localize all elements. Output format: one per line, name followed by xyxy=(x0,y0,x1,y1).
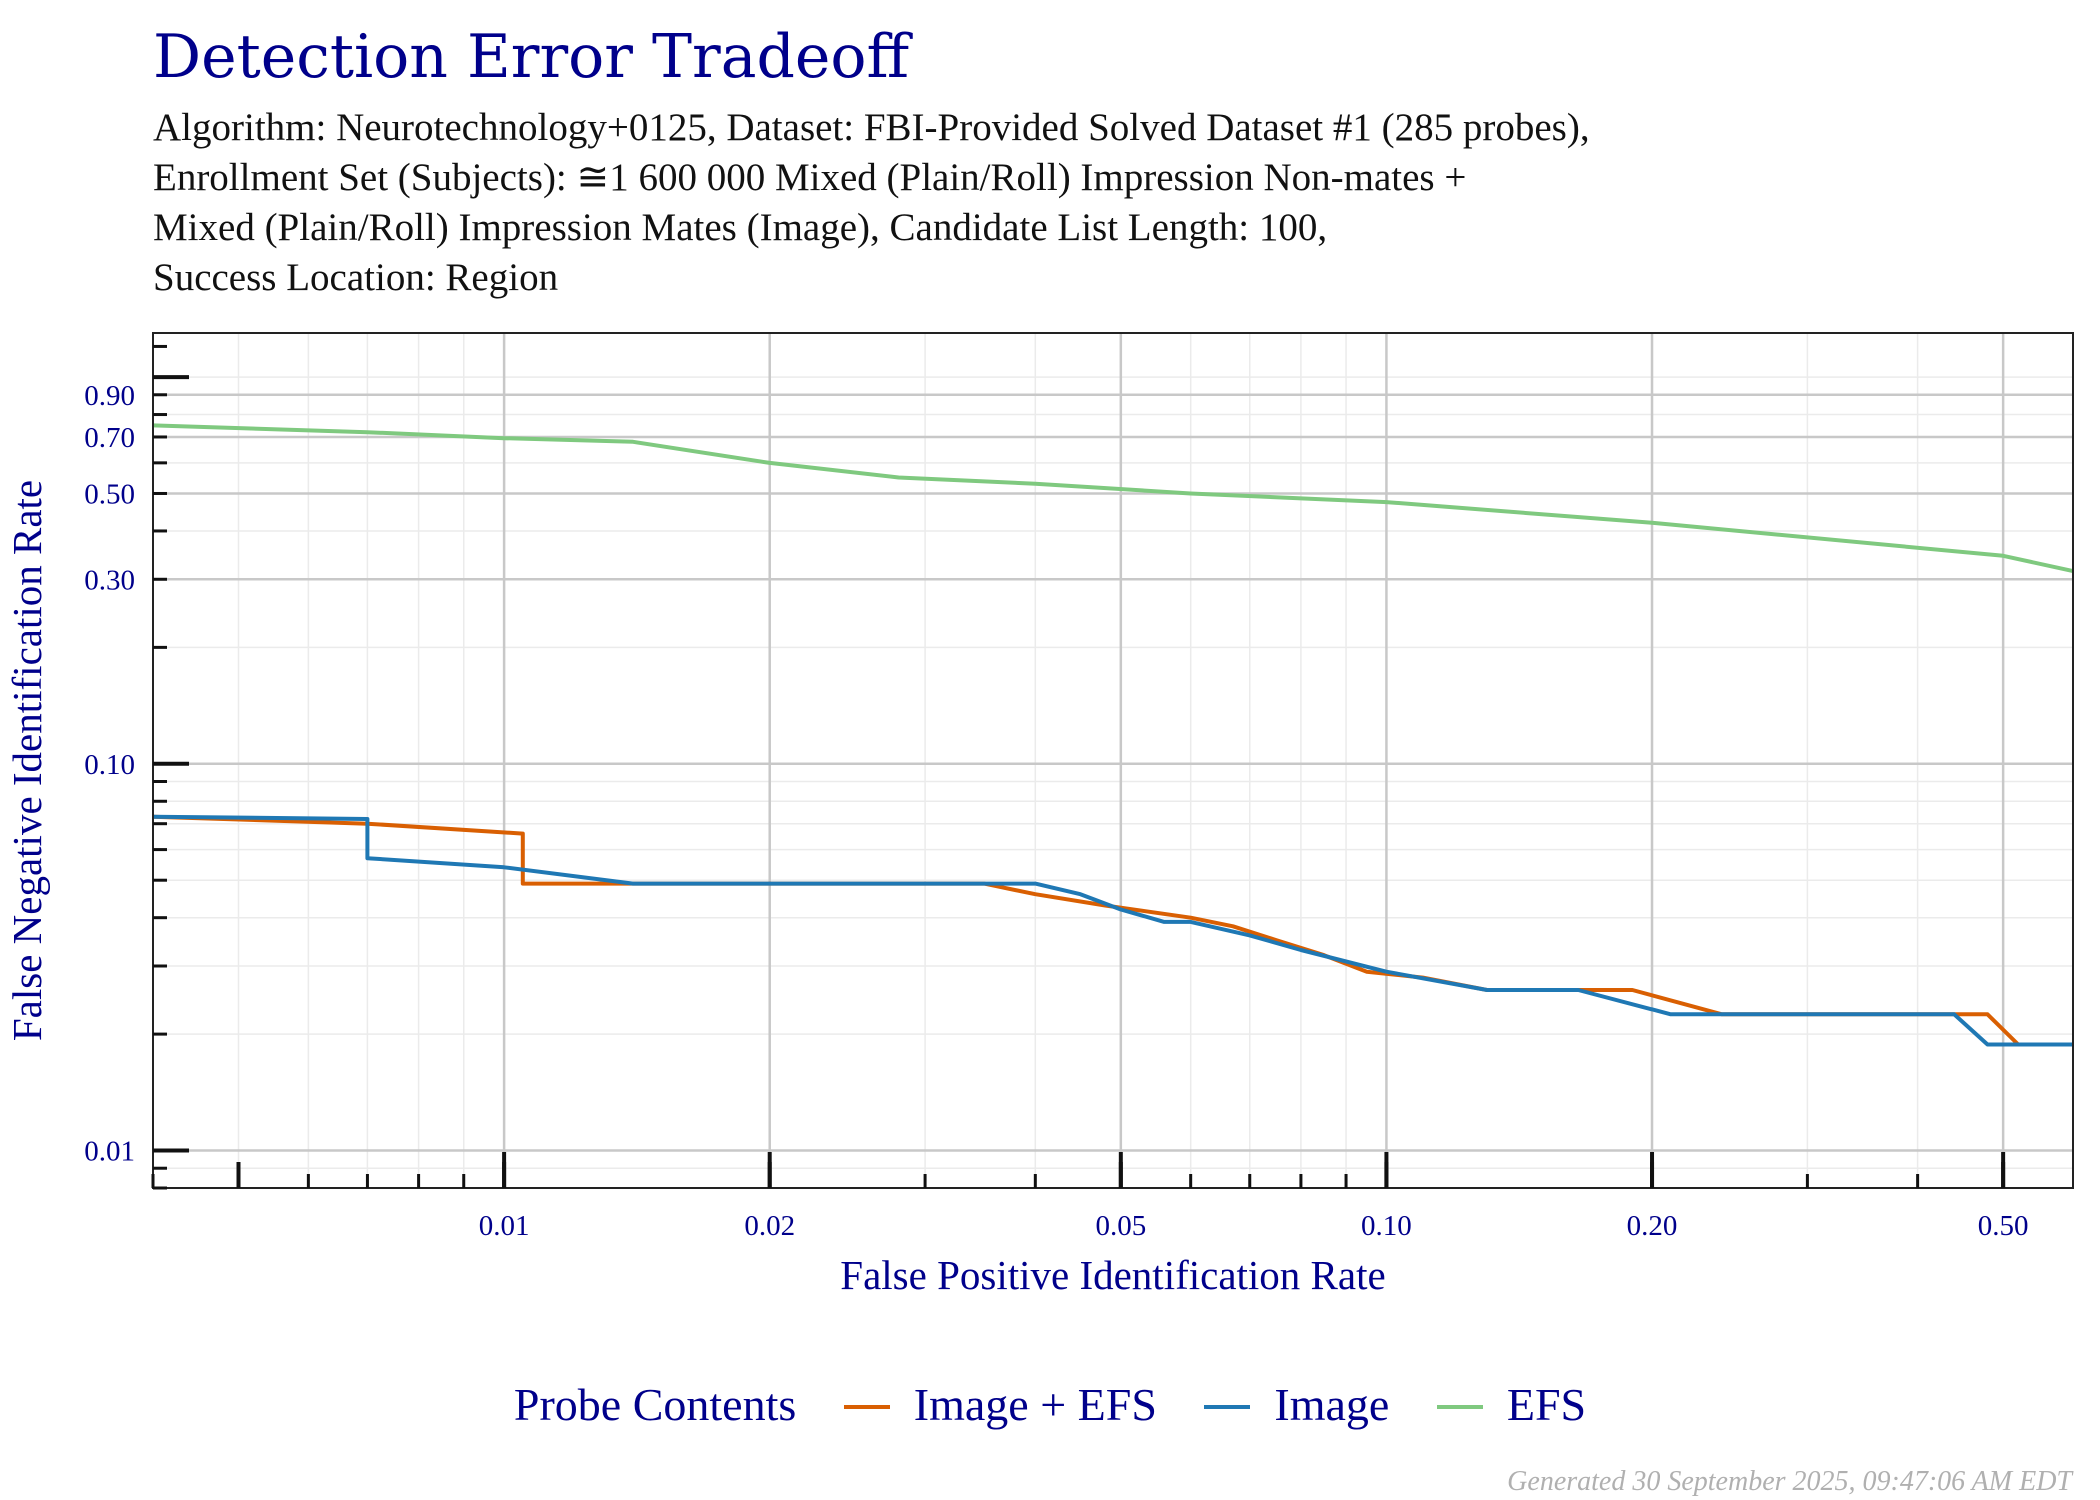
minor-grid xyxy=(152,333,2073,1189)
y-tick-label: 0.90 xyxy=(84,380,135,412)
x-tick-label: 0.05 xyxy=(1095,1210,1146,1242)
legend-label: Image + EFS xyxy=(913,1378,1157,1430)
legend: Probe Contents Image + EFS Image EFS xyxy=(0,1373,2100,1431)
legend-item-image: Image xyxy=(1204,1378,1389,1431)
series-layer xyxy=(152,423,2074,1047)
series-line-image xyxy=(152,814,2073,1047)
legend-swatch xyxy=(1204,1405,1251,1410)
x-tick-label: 0.50 xyxy=(1978,1210,2029,1242)
legend-title: Probe Contents xyxy=(513,1378,797,1430)
generated-timestamp: Generated 30 September 2025, 09:47:06 AM… xyxy=(1507,1466,2072,1497)
x-tick-label: 0.10 xyxy=(1361,1210,1412,1242)
y-tick-label: 0.10 xyxy=(84,749,135,781)
subtitle-line: Enrollment Set (Subjects): ≅1 600 000 Mi… xyxy=(153,156,1467,199)
legend-swatch xyxy=(843,1405,890,1410)
y-tick-label: 0.01 xyxy=(84,1136,135,1168)
legend-label: EFS xyxy=(1506,1378,1587,1430)
legend-item-image-efs: Image + EFS xyxy=(843,1378,1157,1431)
x-axis-label: False Positive Identification Rate xyxy=(840,1252,1385,1298)
chart-subtitle: Algorithm: Neurotechnology+0125, Dataset… xyxy=(153,103,1590,303)
plot-frame xyxy=(152,332,2074,1189)
series-line-image-efs xyxy=(152,814,2073,1047)
major-grid xyxy=(153,333,2073,1188)
x-tick-label: 0.20 xyxy=(1627,1210,1678,1242)
y-tick-label: 0.50 xyxy=(84,478,135,510)
legend-swatch xyxy=(1436,1405,1483,1410)
y-tick-label: 0.70 xyxy=(84,422,135,454)
series-line-efs xyxy=(152,423,2074,574)
subtitle-line: Mixed (Plain/Roll) Impression Mates (Ima… xyxy=(153,206,1328,249)
y-tick-label: 0.30 xyxy=(84,564,135,596)
legend-label: Image xyxy=(1274,1378,1390,1430)
axis-tick-labels: 0.01 0.02 0.05 0.10 0.20 0.50 0.01 0.10 0.30 0.50… xyxy=(84,380,2028,1242)
subtitle-line: Success Location: Region xyxy=(153,256,559,299)
legend-item-efs: EFS xyxy=(1436,1378,1587,1431)
subtitle-line: Algorithm: Neurotechnology+0125, Dataset… xyxy=(153,106,1590,149)
x-tick-label: 0.01 xyxy=(479,1210,530,1242)
chart-title: Detection Error Tradeoff xyxy=(153,22,910,92)
x-tick-label: 0.02 xyxy=(744,1210,795,1242)
det-chart: 0.01 0.02 0.05 0.10 0.20 0.50 0.01 0.10 0.30 0.50… xyxy=(4,332,2074,1298)
axis-ticks xyxy=(151,344,2006,1190)
y-axis-label: False Negative Identification Rate xyxy=(4,480,50,1041)
